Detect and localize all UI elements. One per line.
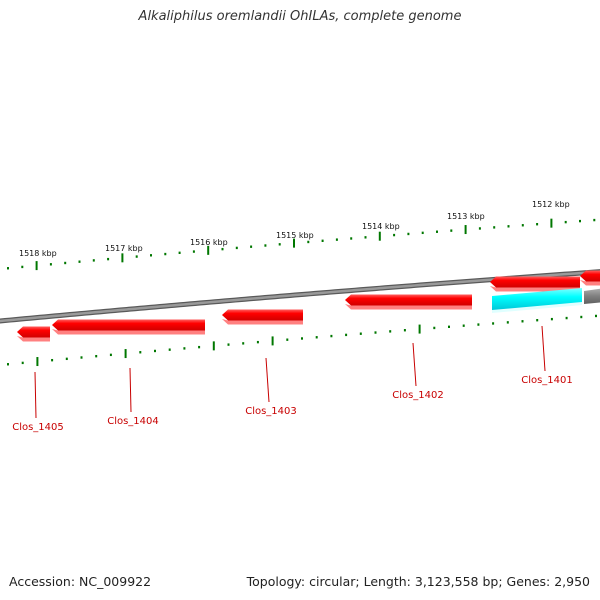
gene-label: Clos_1401 <box>521 375 573 386</box>
scale-labels: 1518 kbp 1517 kbp 1516 kbp 1515 kbp 1514 kbp… <box>19 200 570 258</box>
scale-label: 1515 kbp <box>276 231 314 240</box>
gene-arrow-body <box>222 309 303 321</box>
leader-line <box>265 357 270 403</box>
gene-arrow-shadow <box>52 329 205 335</box>
scale-label: 1512 kbp <box>532 200 570 209</box>
scale-ticks <box>7 218 597 367</box>
gene-arrow-shadow <box>490 286 580 292</box>
scale-label: 1517 kbp <box>105 244 143 253</box>
gene-label: Clos_1405 <box>12 422 64 433</box>
gene-arrow-shadow <box>222 319 303 325</box>
scale-label: 1516 kbp <box>190 238 228 247</box>
gene-label: Clos_1404 <box>107 416 159 427</box>
gene-label-leaders <box>34 325 546 419</box>
leader-line <box>129 367 132 413</box>
highlighted-gene-body <box>492 288 582 310</box>
gene-arrow <box>222 309 303 325</box>
highlighted-gene <box>492 288 582 313</box>
gray-feature <box>584 288 600 304</box>
gene-arrow-body <box>345 294 472 306</box>
gene-arrow <box>17 326 50 342</box>
gene-arrow-shadow <box>345 304 472 310</box>
accession-text: Accession: NC_009922 <box>9 574 152 589</box>
gene-label: Clos_1402 <box>392 390 444 401</box>
gene-label: Clos_1403 <box>245 406 297 417</box>
scale-label: 1514 kbp <box>362 222 400 231</box>
gene-arrow-edge <box>580 270 600 286</box>
gene-labels: Clos_1405 Clos_1404 Clos_1403 Clos_1402 Clos… <box>12 375 573 433</box>
gene-arrow-edge-body <box>580 270 600 282</box>
leader-line <box>412 342 417 387</box>
scale-label: 1513 kbp <box>447 212 485 221</box>
gene-arrow <box>345 294 472 310</box>
gene-arrow-body <box>490 276 580 288</box>
gene-features <box>17 270 600 342</box>
gene-arrow-shadow <box>17 336 50 342</box>
scale-label: 1518 kbp <box>19 249 57 258</box>
leader-line <box>34 371 37 419</box>
leader-line <box>541 325 546 372</box>
map-title: Alkaliphilus oremlandii OhILAs, complete… <box>138 9 462 24</box>
gene-arrow-body <box>17 326 50 338</box>
gene-arrow-body <box>52 319 205 331</box>
gene-arrow-edge-shadow <box>580 280 600 286</box>
topology-text: Topology: circular; Length: 3,123,558 bp… <box>246 574 590 589</box>
gene-arrow <box>52 319 205 335</box>
gene-arrow <box>490 276 580 292</box>
